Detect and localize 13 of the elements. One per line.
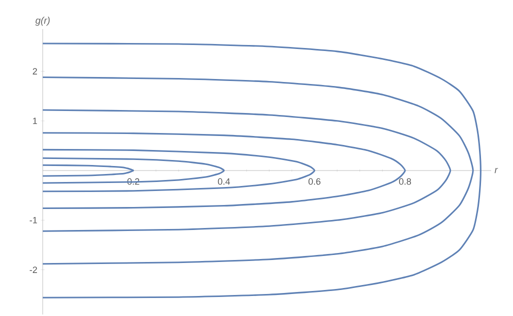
line-series (42, 109, 452, 232)
x-tick-label: 0.8 (399, 178, 412, 185)
x-tick-label: 0.4 (218, 178, 230, 185)
x-axis-title: r (494, 168, 498, 174)
line-series (42, 42, 482, 298)
y-tick-label: -2 (30, 266, 37, 273)
y-tick-label: 1 (33, 118, 37, 124)
y-tick-label: -1 (30, 217, 37, 224)
line-series (42, 76, 474, 265)
x-tick-label: 0.6 (308, 178, 320, 185)
line-series (42, 164, 134, 177)
y-tick-label: 2 (32, 68, 37, 74)
y-axis-title: g(r) (35, 16, 50, 26)
